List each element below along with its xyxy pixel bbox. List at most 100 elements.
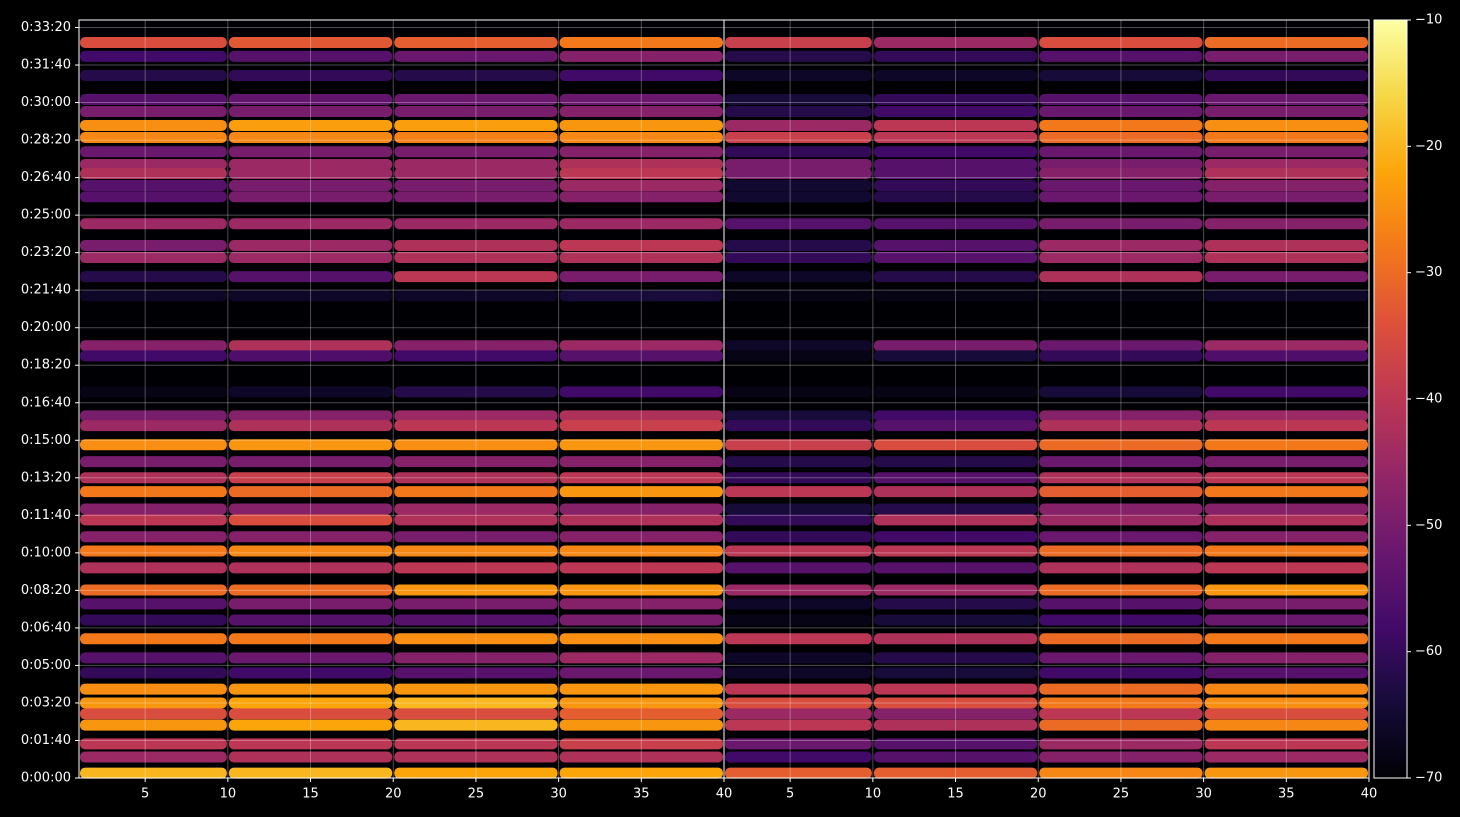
heat-cell <box>1204 179 1368 191</box>
x-tick-label: 30 <box>1195 787 1212 802</box>
heat-cell <box>559 486 723 498</box>
heat-cell <box>1039 252 1203 264</box>
y-tick-label: 0:31:40 <box>21 58 71 73</box>
heat-cell <box>873 652 1038 664</box>
heat-cell <box>559 514 723 526</box>
heat-cell <box>725 531 872 543</box>
y-tick-label: 0:21:40 <box>21 283 71 298</box>
heat-cell <box>725 738 872 750</box>
heat-cell <box>725 439 872 451</box>
heat-cell <box>559 633 723 645</box>
heat-cell <box>394 94 558 106</box>
heat-cell <box>559 503 723 515</box>
heat-cell <box>80 751 227 763</box>
heat-cell <box>1204 167 1368 179</box>
heat-cell <box>725 584 872 596</box>
heat-cell <box>80 50 227 62</box>
heat-cell <box>394 50 558 62</box>
heat-cell <box>1039 614 1203 626</box>
heat-cell <box>1039 667 1203 679</box>
heat-cell <box>725 652 872 664</box>
heat-cell <box>559 410 723 422</box>
heat-cell <box>725 472 872 484</box>
heat-cell <box>1039 751 1203 763</box>
heat-cell <box>1039 531 1203 543</box>
heat-cell <box>80 614 227 626</box>
heat-cell <box>394 106 558 118</box>
heat-cell <box>228 131 393 143</box>
heat-cell <box>394 290 558 302</box>
heat-cell <box>228 531 393 543</box>
heat-cell <box>228 738 393 750</box>
x-tick-label: 15 <box>947 787 964 802</box>
colorbar-tick-label: −60 <box>1415 644 1442 659</box>
heat-cell <box>559 472 723 484</box>
heat-cell <box>80 386 227 398</box>
heat-cell <box>1204 584 1368 596</box>
heat-cell <box>228 350 393 362</box>
heat-cell <box>228 271 393 283</box>
heat-cell <box>873 514 1038 526</box>
heat-cell <box>394 252 558 264</box>
y-tick-label: 0:11:40 <box>21 508 71 523</box>
heat-cell <box>725 503 872 515</box>
y-tick-label: 0:23:20 <box>21 245 71 260</box>
heat-cell <box>1039 738 1203 750</box>
heat-cell <box>559 719 723 731</box>
heat-cell <box>873 633 1038 645</box>
heat-cell <box>559 598 723 610</box>
heat-cell <box>80 584 227 596</box>
heat-cell <box>394 410 558 422</box>
y-tick-label: 0:13:20 <box>21 470 71 485</box>
heat-cell <box>394 456 558 468</box>
heat-cell <box>873 37 1038 49</box>
heat-cell <box>725 191 872 203</box>
heat-cell <box>725 106 872 118</box>
heat-cell <box>559 179 723 191</box>
heat-cell <box>725 386 872 398</box>
heat-cell <box>228 340 393 352</box>
heat-cell <box>394 218 558 230</box>
heat-cell <box>559 50 723 62</box>
heat-cell <box>559 37 723 49</box>
heat-cell <box>1204 146 1368 158</box>
heat-cell <box>873 94 1038 106</box>
heat-cell <box>228 545 393 557</box>
heat-cell <box>873 167 1038 179</box>
x-tick-label: 25 <box>468 787 485 802</box>
heat-cell <box>1204 614 1368 626</box>
colorbar-tick-label: −50 <box>1415 518 1442 533</box>
heat-cell <box>80 708 227 720</box>
heat-cell <box>559 614 723 626</box>
heat-cell <box>1204 158 1368 170</box>
heat-cell <box>1039 290 1203 302</box>
heat-cell <box>559 119 723 131</box>
heat-cell <box>1204 719 1368 731</box>
x-tick-label: 30 <box>550 787 567 802</box>
x-tick-label: 10 <box>220 787 237 802</box>
heat-cell <box>559 584 723 596</box>
heat-cell <box>228 767 393 779</box>
heat-cell <box>725 340 872 352</box>
heat-cell <box>873 598 1038 610</box>
heat-cell <box>1204 191 1368 203</box>
heat-cell <box>725 94 872 106</box>
colorbar-tick-label: −20 <box>1415 139 1442 154</box>
x-tick-label: 5 <box>141 787 149 802</box>
heat-cell <box>394 584 558 596</box>
heat-cell <box>1039 456 1203 468</box>
heat-cell <box>394 562 558 574</box>
heat-cell <box>228 697 393 709</box>
heat-cell <box>80 652 227 664</box>
heat-cell <box>873 131 1038 143</box>
heat-cell <box>1204 514 1368 526</box>
heat-cell <box>559 252 723 264</box>
heat-cell <box>725 667 872 679</box>
x-tick-label: 35 <box>1278 787 1295 802</box>
heat-cell <box>228 386 393 398</box>
x-tick-label: 20 <box>1030 787 1047 802</box>
heat-cell <box>394 70 558 82</box>
heat-cell <box>873 531 1038 543</box>
heat-cell <box>1204 386 1368 398</box>
